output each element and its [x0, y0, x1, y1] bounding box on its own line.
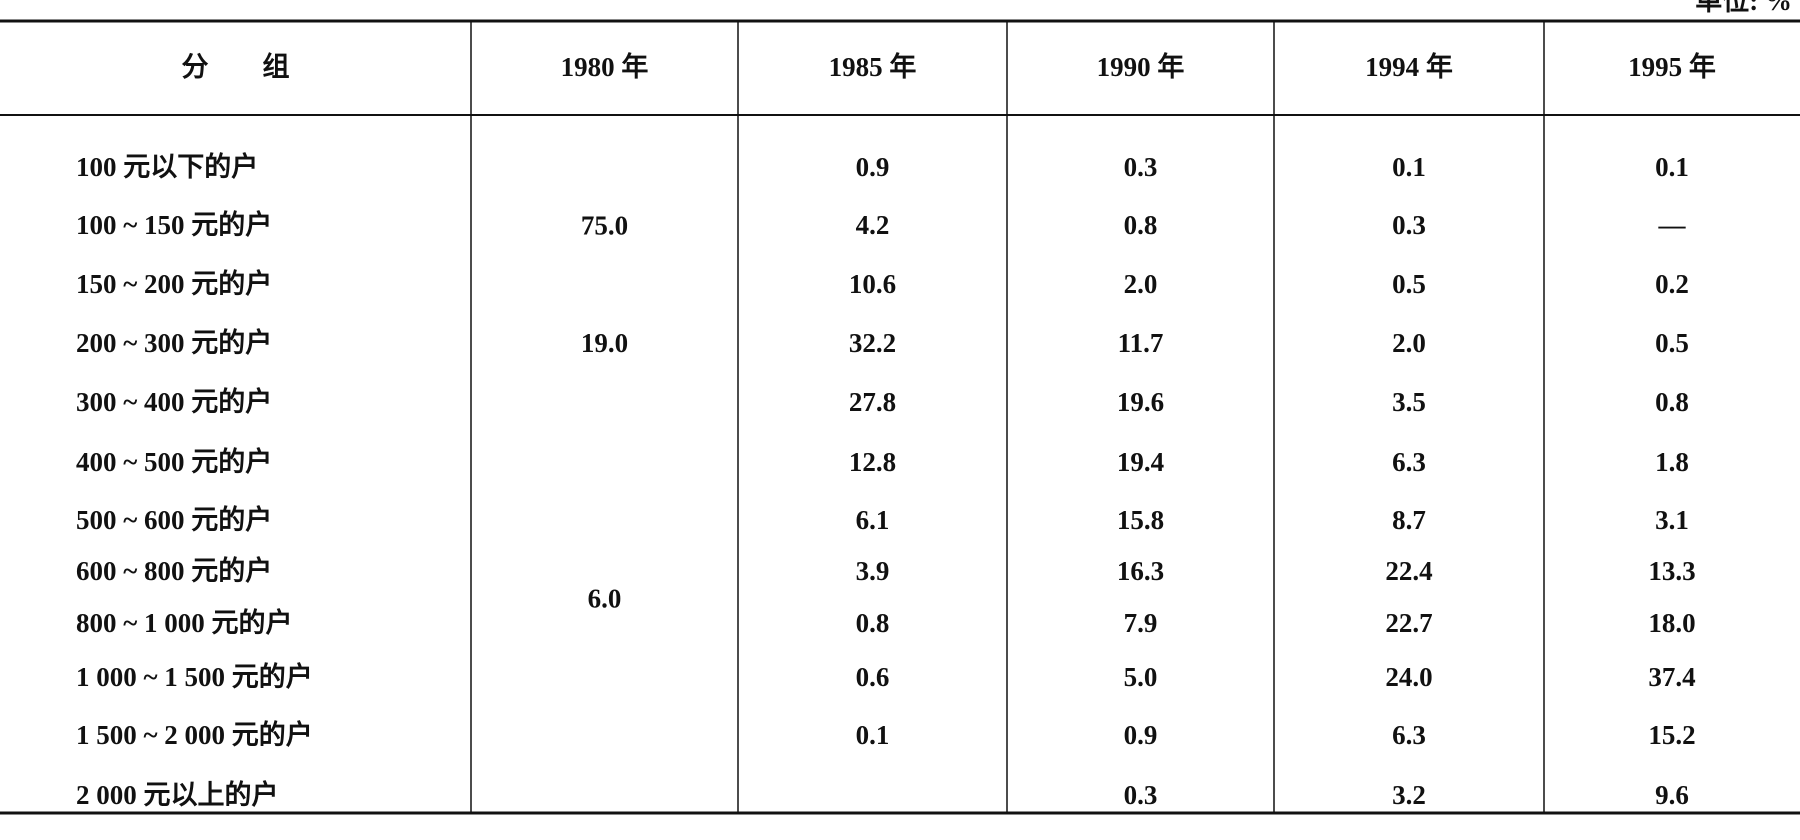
- header-cell: 分 组: [182, 51, 290, 82]
- cell: 6.3: [1392, 720, 1426, 750]
- cell: 8.7: [1392, 505, 1426, 535]
- cell: 2.0: [1124, 269, 1158, 299]
- cell: 0.3: [1392, 210, 1426, 240]
- cell: 0.3: [1124, 780, 1158, 810]
- row-label: 1 000 ~ 1 500 元的户: [76, 661, 313, 692]
- header-cell: 1994 年: [1365, 51, 1453, 82]
- row-label: 300 ~ 400 元的户: [76, 386, 272, 417]
- cell: 0.8: [856, 608, 890, 638]
- cell: 9.6: [1655, 780, 1689, 810]
- cell: 0.9: [1124, 720, 1158, 750]
- cell: 7.9: [1124, 608, 1158, 638]
- cell: 0.1: [1655, 152, 1689, 182]
- cell: 0.5: [1392, 269, 1426, 299]
- cell: 6.1: [856, 505, 890, 535]
- row-label: 100 元以下的户: [76, 151, 258, 182]
- cell: 2.0: [1392, 328, 1426, 358]
- cell: 3.5: [1392, 387, 1426, 417]
- cell: 15.8: [1117, 505, 1164, 535]
- cell: 6.3: [1392, 447, 1426, 477]
- cell: 5.0: [1124, 662, 1158, 692]
- row-label: 100 ~ 150 元的户: [76, 209, 272, 240]
- row-label: 1 500 ~ 2 000 元的户: [76, 719, 313, 750]
- cell: 4.2: [856, 210, 890, 240]
- cell: 0.1: [1392, 152, 1426, 182]
- cell: 11.7: [1118, 328, 1164, 358]
- cell: 0.3: [1124, 152, 1158, 182]
- cell: 37.4: [1648, 662, 1695, 692]
- cell: 0.6: [856, 662, 890, 692]
- cell: 19.4: [1117, 447, 1164, 477]
- cell: 3.9: [856, 556, 890, 586]
- row-label: 150 ~ 200 元的户: [76, 268, 272, 299]
- cell: 24.0: [1385, 662, 1432, 692]
- cell: 15.2: [1648, 720, 1695, 750]
- cell: 22.7: [1385, 608, 1432, 638]
- cell: 0.5: [1655, 328, 1689, 358]
- cell: 12.8: [849, 447, 896, 477]
- cell: 19.6: [1117, 387, 1164, 417]
- cell: 1.8: [1655, 447, 1689, 477]
- merged-cell: 75.0: [581, 211, 628, 241]
- unit-note: 单位: %: [1695, 0, 1792, 16]
- row-label: 800 ~ 1 000 元的户: [76, 607, 293, 638]
- cell: 0.8: [1124, 210, 1158, 240]
- header-cell: 1980 年: [561, 51, 649, 82]
- cell: 0.2: [1655, 269, 1689, 299]
- cell: 18.0: [1648, 608, 1695, 638]
- cell: 27.8: [849, 387, 896, 417]
- cell: 0.9: [856, 152, 890, 182]
- row-label: 600 ~ 800 元的户: [76, 555, 272, 586]
- cell: 32.2: [849, 328, 896, 358]
- merged-cell: 19.0: [581, 328, 628, 358]
- merged-cell: 6.0: [588, 584, 622, 614]
- cell: 16.3: [1117, 556, 1164, 586]
- cell: —: [1658, 210, 1687, 240]
- header-cell: 1985 年: [829, 51, 917, 82]
- cell: 13.3: [1648, 556, 1695, 586]
- row-label: 500 ~ 600 元的户: [76, 504, 272, 535]
- cell: 3.1: [1655, 505, 1689, 535]
- row-label: 400 ~ 500 元的户: [76, 446, 272, 477]
- cell: 0.1: [856, 720, 890, 750]
- row-label: 2 000 元以上的户: [76, 779, 279, 810]
- cell: 22.4: [1385, 556, 1432, 586]
- header-cell: 1990 年: [1097, 51, 1185, 82]
- cell: 10.6: [849, 269, 896, 299]
- header-cell: 1995 年: [1628, 51, 1716, 82]
- cell: 3.2: [1392, 780, 1426, 810]
- cell: 0.8: [1655, 387, 1689, 417]
- row-label: 200 ~ 300 元的户: [76, 327, 272, 358]
